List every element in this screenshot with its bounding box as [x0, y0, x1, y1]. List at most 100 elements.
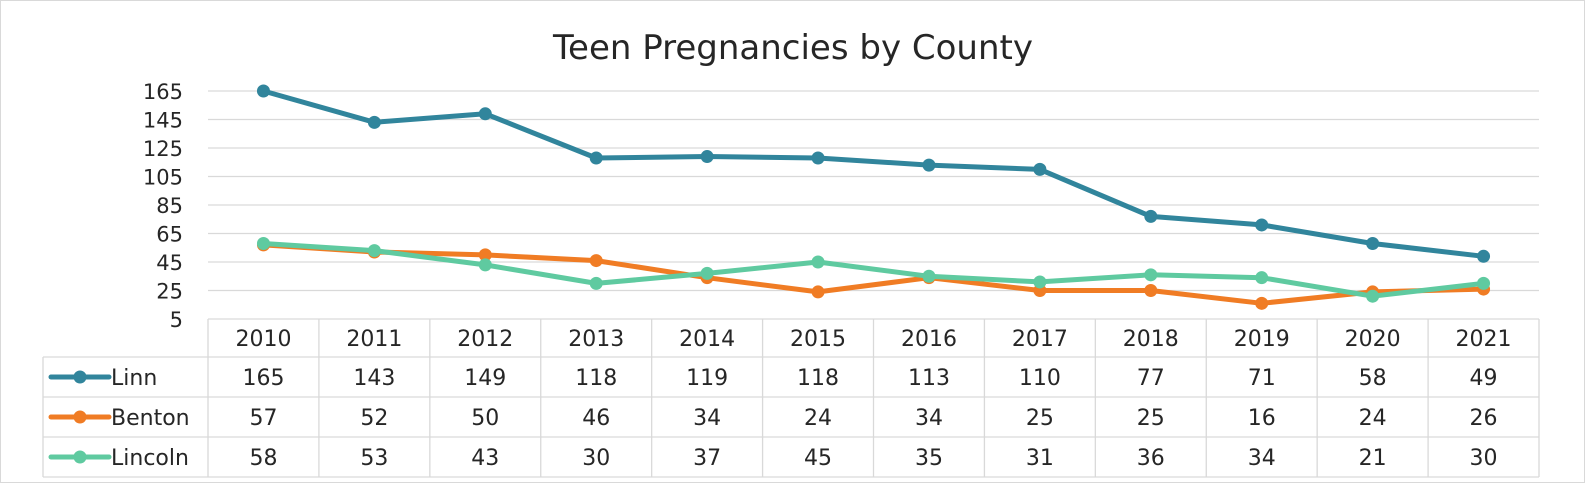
y-tick-label: 5	[170, 308, 183, 332]
table-cell: 71	[1248, 366, 1276, 391]
data-point	[367, 115, 381, 129]
y-tick-label: 85	[156, 194, 183, 218]
series-lines	[256, 84, 1491, 310]
data-point	[811, 255, 825, 269]
series-line	[261, 241, 1486, 299]
table-cell: 53	[360, 446, 388, 471]
legend-label: Linn	[111, 366, 157, 391]
data-point	[811, 285, 825, 299]
data-point	[589, 276, 603, 290]
table-cell: 110	[1019, 366, 1061, 391]
legend-key-marker	[73, 370, 87, 384]
y-tick-label: 125	[143, 137, 183, 161]
data-point	[478, 248, 492, 262]
table-cell: 30	[1470, 446, 1498, 471]
chart-title: Teen Pregnancies by County	[552, 28, 1033, 68]
table-cell: 36	[1137, 446, 1165, 471]
legend-key-marker	[73, 410, 87, 424]
data-point	[1366, 289, 1380, 303]
x-tick-label: 2014	[679, 327, 735, 352]
table-cell: 34	[915, 406, 943, 431]
table-cell: 52	[360, 406, 388, 431]
table-cell: 24	[804, 406, 832, 431]
data-point	[589, 254, 603, 268]
data-point	[811, 151, 825, 165]
y-tick-label: 105	[143, 166, 183, 190]
series-benton	[256, 238, 1491, 310]
table-cell: 34	[1248, 446, 1276, 471]
data-point	[478, 258, 492, 272]
data-point	[256, 236, 270, 250]
data-point	[1477, 249, 1491, 263]
data-point	[367, 244, 381, 258]
y-tick-label: 25	[156, 280, 183, 304]
data-point	[922, 158, 936, 172]
table-cell: 35	[915, 446, 943, 471]
table-cell: 31	[1026, 446, 1054, 471]
legend-label: Benton	[111, 406, 190, 431]
data-point	[1144, 209, 1158, 223]
data-point	[478, 107, 492, 121]
data-point	[1255, 296, 1269, 310]
table-cell: 77	[1137, 366, 1165, 391]
data-point	[922, 269, 936, 283]
y-tick-label: 45	[156, 251, 183, 275]
x-tick-label: 2019	[1234, 327, 1290, 352]
table-cell: 25	[1026, 406, 1054, 431]
series-lincoln	[256, 236, 1491, 303]
table-cell: 165	[242, 366, 284, 391]
table-cell: 46	[582, 406, 610, 431]
x-tick-label: 2012	[457, 327, 513, 352]
legend-key-marker	[73, 450, 87, 464]
data-point	[1144, 268, 1158, 282]
data-point	[1255, 271, 1269, 285]
x-tick-label: 2013	[568, 327, 624, 352]
table-cell: 24	[1359, 406, 1387, 431]
table-cell: 143	[353, 366, 395, 391]
table-cell: 58	[1359, 366, 1387, 391]
data-point	[589, 151, 603, 165]
series-linn	[256, 84, 1491, 263]
y-tick-label: 165	[143, 80, 183, 104]
table-cell: 37	[693, 446, 721, 471]
data-point	[1033, 275, 1047, 289]
table-cell: 34	[693, 406, 721, 431]
data-point	[1366, 236, 1380, 250]
table-cell: 45	[804, 446, 832, 471]
x-tick-label: 2020	[1345, 327, 1401, 352]
table-cell: 118	[575, 366, 617, 391]
x-tick-label: 2018	[1123, 327, 1179, 352]
table-cell: 58	[249, 446, 277, 471]
series-line	[261, 242, 1486, 306]
table-cell: 119	[686, 366, 728, 391]
gridlines	[208, 90, 1539, 320]
table-cell: 49	[1470, 366, 1498, 391]
table-cell: 25	[1137, 406, 1165, 431]
table-cell: 43	[471, 446, 499, 471]
y-tick-label: 145	[143, 109, 183, 133]
table-cell: 50	[471, 406, 499, 431]
x-tick-label: 2011	[346, 327, 402, 352]
y-tick-label: 65	[156, 223, 183, 247]
data-point	[1477, 276, 1491, 290]
data-point	[256, 84, 270, 98]
table-cell: 118	[797, 366, 839, 391]
x-tick-label: 2015	[790, 327, 846, 352]
x-tick-label: 2021	[1456, 327, 1512, 352]
data-table: 2010 2011 2012 2013 2014 2015 2016 2017 2018 2019…	[42, 319, 1540, 478]
data-point	[700, 150, 714, 164]
table-cell: 57	[249, 406, 277, 431]
x-tick-label: 2016	[901, 327, 957, 352]
table-cell: 149	[464, 366, 506, 391]
y-axis-tick-labels: 5 25 45 65 85 105 125 145 165	[143, 80, 183, 332]
series-line	[261, 88, 1486, 259]
table-cell: 113	[908, 366, 950, 391]
data-point	[1255, 218, 1269, 232]
table-cell: 26	[1470, 406, 1498, 431]
data-point	[700, 266, 714, 280]
x-tick-label: 2010	[235, 327, 291, 352]
data-point	[1033, 162, 1047, 176]
table-cell: 21	[1359, 446, 1387, 471]
